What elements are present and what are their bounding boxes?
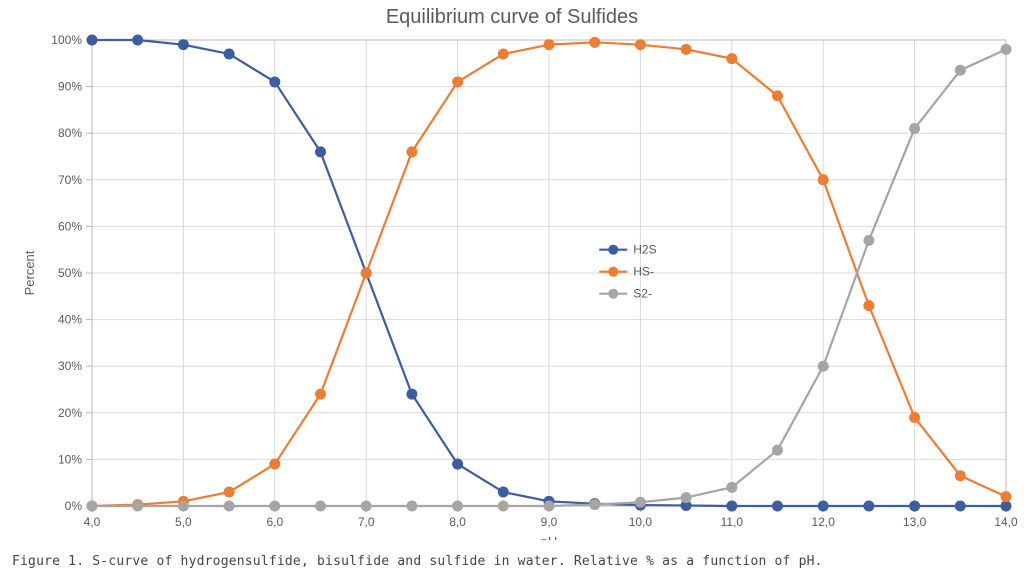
series-marker: [224, 487, 234, 497]
tick-label-x: 13,0: [903, 515, 927, 529]
tick-label-x: 7,0: [358, 515, 375, 529]
tick-label-x: 6,0: [266, 515, 283, 529]
tick-label-y: 50%: [58, 266, 82, 280]
series-marker: [910, 412, 920, 422]
tick-label-y: 90%: [58, 80, 82, 94]
series-marker: [818, 175, 828, 185]
series-marker: [681, 44, 691, 54]
series-marker: [910, 501, 920, 511]
tick-label-y: 80%: [58, 126, 82, 140]
tick-label-y: 100%: [51, 33, 82, 47]
series-marker: [361, 268, 371, 278]
series-marker: [635, 40, 645, 50]
tick-label-y: 60%: [58, 219, 82, 233]
series-marker: [1001, 44, 1011, 54]
series-marker: [498, 501, 508, 511]
legend-swatch-marker: [608, 289, 618, 299]
series-marker: [407, 501, 417, 511]
series-marker: [727, 482, 737, 492]
tick-label-y: 20%: [58, 406, 82, 420]
figure-frame: Equilibrium curve of Sulfides 0%10%20%30…: [0, 0, 1024, 577]
series-marker: [864, 301, 874, 311]
series-marker: [818, 361, 828, 371]
series-marker: [407, 389, 417, 399]
axis-label-y: Percent: [22, 250, 37, 295]
series-marker: [773, 445, 783, 455]
legend-label: S2-: [633, 287, 652, 301]
legend-label: HS-: [633, 265, 654, 279]
series-marker: [590, 37, 600, 47]
series-marker: [87, 501, 97, 511]
tick-label-x: 10,0: [629, 515, 653, 529]
legend-swatch-marker: [608, 267, 618, 277]
series-marker: [498, 49, 508, 59]
series-marker: [498, 487, 508, 497]
series-marker: [864, 235, 874, 245]
series-marker: [224, 49, 234, 59]
series-marker: [178, 501, 188, 511]
tick-label-y: 70%: [58, 173, 82, 187]
chart-svg: 0% 10% 20% 30% 40% 50% 60% 70% 80% 90% 100% 4,0 5,0 6…: [0, 0, 1024, 540]
tick-label-x: 11,0: [721, 515, 744, 529]
series-marker: [955, 65, 965, 75]
series-marker: [681, 493, 691, 503]
figure-caption: Figure 1. S-curve of hydrogensulfide, bi…: [12, 554, 823, 569]
tick-label-y: 40%: [58, 313, 82, 327]
series-marker: [1001, 492, 1011, 502]
series-marker: [1001, 501, 1011, 511]
series-marker: [727, 501, 737, 511]
tick-label-y: 0%: [65, 499, 83, 513]
series-marker: [316, 389, 326, 399]
series-marker: [87, 35, 97, 45]
tick-label-x: 4,0: [84, 515, 101, 529]
chart-area: 0% 10% 20% 30% 40% 50% 60% 70% 80% 90% 100% 4,0 5,0 6…: [0, 0, 1024, 577]
series-marker: [864, 501, 874, 511]
tick-label-x: 9,0: [541, 515, 558, 529]
series-marker: [133, 501, 143, 511]
series-marker: [270, 77, 280, 87]
series-marker: [544, 40, 554, 50]
series-marker: [590, 500, 600, 510]
series-marker: [773, 91, 783, 101]
tick-label-y: 10%: [58, 452, 82, 466]
series-marker: [818, 501, 828, 511]
series-marker: [453, 459, 463, 469]
series-marker: [361, 501, 371, 511]
tick-label-x: 5,0: [175, 515, 192, 529]
series-marker: [955, 471, 965, 481]
tick-label-x: 12,0: [812, 515, 836, 529]
series-marker: [773, 501, 783, 511]
series-marker: [224, 501, 234, 511]
series-marker: [178, 40, 188, 50]
tick-label-y: 30%: [58, 359, 82, 373]
series-marker: [910, 124, 920, 134]
series-marker: [544, 501, 554, 511]
series-marker: [955, 501, 965, 511]
series-marker: [453, 501, 463, 511]
tick-label-x: 14,0: [994, 515, 1018, 529]
tick-label-x: 8,0: [449, 515, 466, 529]
series-marker: [270, 501, 280, 511]
axis-label-x: pH: [541, 534, 558, 540]
series-marker: [316, 501, 326, 511]
series-marker: [407, 147, 417, 157]
series-marker: [316, 147, 326, 157]
legend-label: H2S: [633, 243, 656, 257]
legend-swatch-marker: [608, 245, 618, 255]
series-marker: [270, 459, 280, 469]
series-marker: [727, 54, 737, 64]
series-marker: [453, 77, 463, 87]
series-marker: [635, 497, 645, 507]
series-marker: [133, 35, 143, 45]
